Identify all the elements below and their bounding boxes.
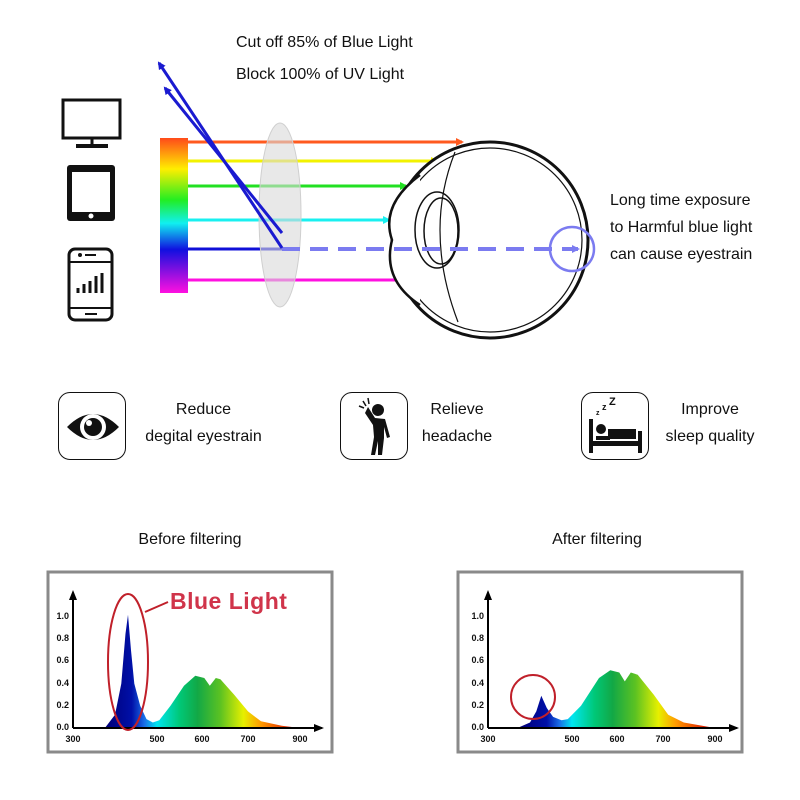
x-tick-label: 900 (292, 734, 308, 744)
y-tick-label: 1.0 (471, 611, 484, 621)
y-tick-label: 0.6 (471, 655, 484, 666)
benefit-headache: Relieve headache (412, 396, 502, 450)
x-tick-label: 900 (707, 734, 723, 744)
x-tick-label: 300 (480, 734, 496, 744)
benefit-title: Improve (681, 401, 739, 418)
y-tick-label: 0.4 (56, 677, 69, 688)
monitor-icon (61, 98, 122, 148)
blue-light-highlight (107, 593, 149, 731)
x-tick-label: 500 (564, 734, 580, 744)
annotation-leader-line (144, 601, 169, 613)
y-tick-label: 0.2 (56, 699, 69, 710)
spectrum-area (517, 670, 715, 728)
tablet-icon (67, 165, 115, 221)
sleeping-in-bed-icon: zz Z (589, 396, 642, 453)
y-tick-label: 0.0 (471, 722, 484, 732)
y-tick-label: 0.2 (471, 699, 484, 710)
benefit-sleep: Improve sleep quality (650, 396, 770, 450)
y-axis-arrow (484, 590, 492, 600)
benefit-eyestrain: Reduce degital eyestrain (136, 396, 271, 450)
headache-person-icon (358, 397, 390, 455)
x-axis-arrow (729, 724, 739, 732)
block-uv-text: Block 100% of UV Light (236, 66, 405, 83)
x-tick-label: 700 (655, 734, 671, 744)
x-tick-label: 500 (149, 734, 165, 744)
y-tick-label: 1.0 (56, 611, 69, 621)
benefit-eyestrain-icon-box (58, 392, 126, 460)
light-spectrum-bar (160, 138, 188, 293)
x-tick-label: 600 (194, 734, 210, 744)
eye-icon (67, 414, 119, 440)
chart-frame (46, 570, 334, 754)
x-tick-label: 300 (65, 734, 81, 744)
svg-text:z: z (596, 410, 600, 417)
cut-off-blue-light-text: Cut off 85% of Blue Light (236, 34, 413, 51)
before-filtering-title: Before filtering (138, 531, 242, 548)
smartphone-icon (67, 247, 114, 322)
y-tick-label: 0.0 (56, 722, 69, 732)
eyeball-illustration (388, 140, 590, 340)
benefit-subtitle: degital eyestrain (145, 428, 262, 445)
retina-highlight-circle (548, 225, 596, 273)
x-tick-label: 600 (609, 734, 625, 744)
benefit-subtitle: headache (421, 428, 493, 445)
glasses-lens (258, 122, 302, 308)
benefit-headache-icon-box (340, 392, 408, 460)
spectrum-area (104, 614, 301, 728)
y-tick-label: 0.6 (56, 655, 69, 666)
svg-text:z: z (602, 402, 607, 412)
blue-light-annotation: Blue Light (170, 588, 288, 614)
x-axis-arrow (314, 724, 324, 732)
warning-line-2: to Harmful blue light (610, 219, 753, 236)
warning-line-1: Long time exposure (610, 192, 751, 209)
after-filtering-title: After filtering (552, 531, 642, 548)
blue-light-highlight (510, 674, 556, 720)
y-tick-label: 0.4 (471, 677, 484, 688)
x-tick-label: 700 (240, 734, 256, 744)
y-tick-label: 0.8 (471, 633, 484, 644)
benefit-title: Reduce (175, 401, 232, 418)
chart-frame (456, 570, 744, 754)
reflected-uv-ray (163, 86, 284, 234)
warning-line-3: can cause eyestrain (610, 246, 753, 263)
svg-text:Z: Z (609, 396, 616, 408)
benefit-title: Relieve (430, 401, 484, 418)
benefit-subtitle: sleep quality (665, 428, 755, 445)
y-axis-arrow (69, 590, 77, 600)
y-tick-label: 0.8 (56, 633, 69, 644)
